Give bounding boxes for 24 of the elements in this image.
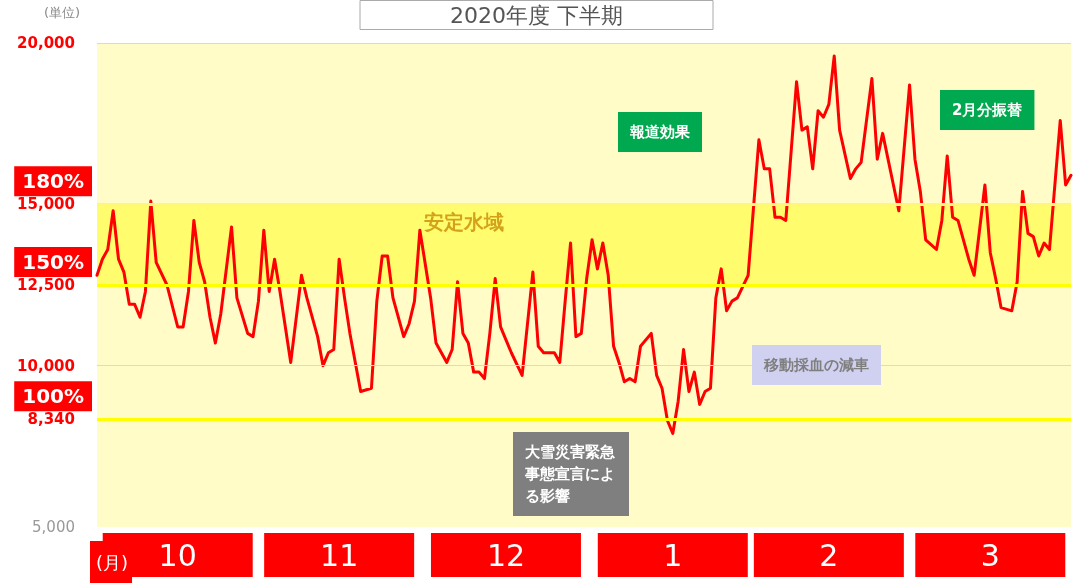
annotation: 大雪災害緊急事態宣言による影響	[524, 443, 616, 505]
text: 100%	[22, 384, 85, 409]
x-tick-label: 1	[663, 537, 683, 573]
y-tick-label: 20,000	[17, 34, 75, 52]
x-axis-title: (月)	[96, 551, 129, 573]
text: 150%	[22, 250, 85, 274]
y-tick-label: 10,000	[17, 356, 75, 375]
x-tick-label: 12	[486, 537, 526, 573]
x-tick-label: 3	[980, 537, 1000, 573]
y-tick-label: 12,500	[17, 276, 75, 294]
annotation: 2月分振替	[952, 101, 1023, 119]
band-label: 安定水域	[424, 210, 504, 235]
chart-title: 2020年度 下半期	[450, 2, 623, 28]
line-series	[95, 54, 1073, 435]
y-axis-title: (単位)	[44, 5, 81, 20]
y-tick-label: 15,000	[17, 195, 75, 214]
annotation: 移動採血の減車	[763, 356, 869, 374]
y-tick-label: 5,000	[32, 518, 75, 536]
annotation: 報道効果	[629, 123, 691, 141]
text: 180%	[22, 169, 85, 194]
x-tick-label: 10	[158, 537, 197, 573]
y-tick-label: 8,340	[27, 410, 75, 429]
x-tick-label: 11	[320, 537, 359, 573]
x-tick-label: 2	[819, 537, 839, 573]
